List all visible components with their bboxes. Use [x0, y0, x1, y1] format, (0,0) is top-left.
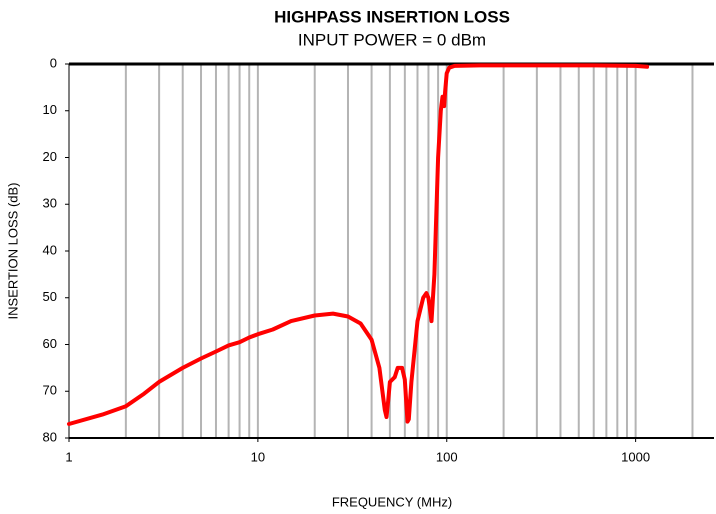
- y-tick-label: 20: [43, 149, 57, 164]
- y-tick-label: 70: [43, 383, 57, 398]
- chart-subtitle: INPUT POWER = 0 dBm: [298, 30, 486, 49]
- x-tick-label: 1000: [621, 449, 650, 464]
- y-tick-label: 50: [43, 289, 57, 304]
- chart-title: HIGHPASS INSERTION LOSS: [274, 7, 510, 26]
- y-axis-label: INSERTION LOSS (dB): [5, 182, 20, 319]
- x-tick-label: 100: [436, 449, 458, 464]
- y-tick-label: 80: [43, 429, 57, 444]
- y-tick-label: 40: [43, 242, 57, 257]
- y-tick-label: 30: [43, 196, 57, 211]
- x-tick-label: 1: [65, 449, 72, 464]
- y-tick-label: 0: [50, 55, 57, 70]
- y-tick-label: 60: [43, 336, 57, 351]
- y-tick-label: 10: [43, 102, 57, 117]
- data-line: [67, 63, 650, 426]
- x-axis-label: FREQUENCY (MHz): [332, 494, 452, 509]
- x-tick-label: 10: [251, 449, 265, 464]
